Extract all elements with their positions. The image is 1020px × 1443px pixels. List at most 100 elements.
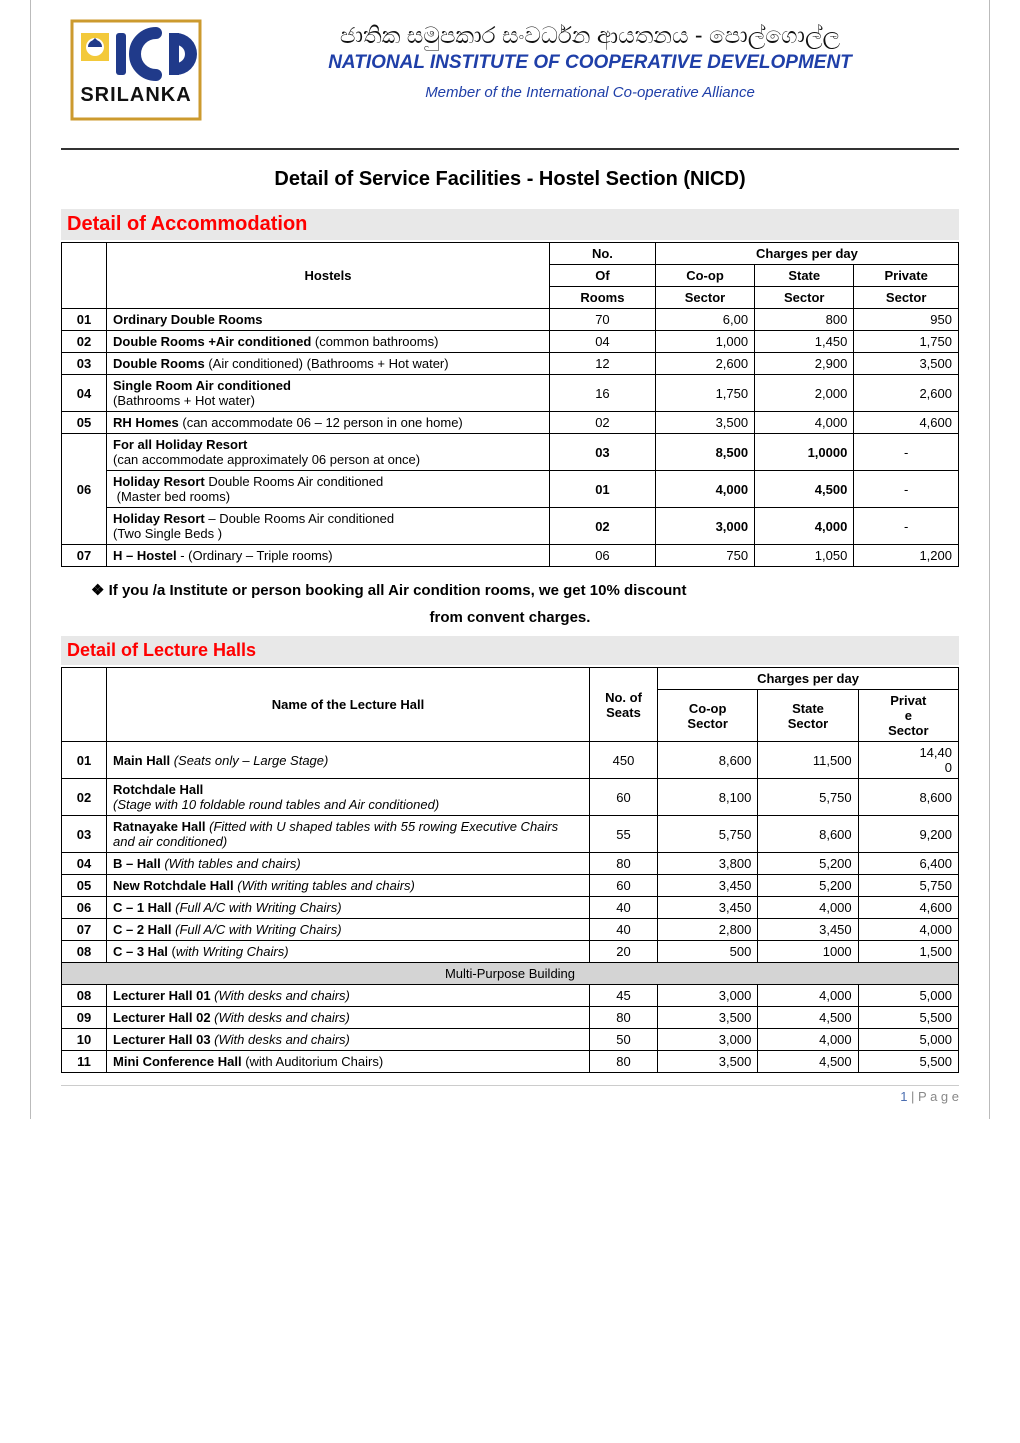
row-coop: 2,800 <box>658 919 758 941</box>
row-desc: Holiday Resort – Double Rooms Air condit… <box>107 508 550 545</box>
header-sinhala: ජාතික සමුපකාර සංවර්ධන ආයතනය - පොල්ගොල්ල <box>221 22 959 49</box>
row-desc: C – 3 Hal (with Writing Chairs) <box>107 941 590 963</box>
row-index: 07 <box>62 545 107 567</box>
row-priv: - <box>854 471 959 508</box>
row-desc: Double Rooms +Air conditioned (common ba… <box>107 331 550 353</box>
row-state: 5,750 <box>758 779 858 816</box>
th-lec-coop-l1: Co-op <box>689 701 727 716</box>
row-coop: 8,100 <box>658 779 758 816</box>
th-state-l1: State <box>755 265 854 287</box>
th-coop-l2: Sector <box>655 287 754 309</box>
th-priv-l1: Private <box>854 265 959 287</box>
th-rooms-l2: Of <box>550 265 656 287</box>
row-state: 800 <box>755 309 854 331</box>
logo: SRILANKA <box>61 20 211 140</box>
row-priv: - <box>854 508 959 545</box>
row-priv: 14,400 <box>858 742 958 779</box>
mpb-separator: Multi-Purpose Building <box>62 963 959 985</box>
row-coop: 3,450 <box>658 897 758 919</box>
table-row: 05RH Homes (can accommodate 06 – 12 pers… <box>62 412 959 434</box>
row-index: 06 <box>62 434 107 545</box>
table-row: 07H – Hostel - (Ordinary – Triple rooms)… <box>62 545 959 567</box>
row-priv: 1,500 <box>858 941 958 963</box>
row-coop: 8,600 <box>658 742 758 779</box>
svg-text:SRILANKA: SRILANKA <box>80 84 191 106</box>
row-priv: 4,600 <box>858 897 958 919</box>
row-seats: 40 <box>590 897 658 919</box>
lecture-table: Name of the Lecture Hall No. of Seats Ch… <box>61 667 959 1073</box>
discount-note-line2: from convent charges. <box>61 609 959 626</box>
row-coop: 500 <box>658 941 758 963</box>
row-desc: Rotchdale Hall(Stage with 10 foldable ro… <box>107 779 590 816</box>
row-rooms: 06 <box>550 545 656 567</box>
mpb-label: Multi-Purpose Building <box>62 963 959 985</box>
table-row: 03Double Rooms (Air conditioned) (Bathro… <box>62 353 959 375</box>
row-priv: - <box>854 434 959 471</box>
row-priv: 5,000 <box>858 985 958 1007</box>
th-coop-l1: Co-op <box>655 265 754 287</box>
row-seats: 60 <box>590 779 658 816</box>
row-state: 2,900 <box>755 353 854 375</box>
row-seats: 50 <box>590 1029 658 1051</box>
row-desc: RH Homes (can accommodate 06 – 12 person… <box>107 412 550 434</box>
discount-note-line1: ❖ If you /a Institute or person booking … <box>91 581 959 599</box>
row-coop: 3,000 <box>658 985 758 1007</box>
header-english-title: NATIONAL INSTITUTE OF COOPERATIVE DEVELO… <box>221 52 959 74</box>
section-lecture-title: Detail of Lecture Halls <box>61 636 959 665</box>
row-index: 08 <box>62 941 107 963</box>
row-rooms: 01 <box>550 471 656 508</box>
row-desc: Mini Conference Hall (with Auditorium Ch… <box>107 1051 590 1073</box>
row-desc: Lecturer Hall 01 (With desks and chairs) <box>107 985 590 1007</box>
row-coop: 5,750 <box>658 816 758 853</box>
row-desc: C – 1 Hall (Full A/C with Writing Chairs… <box>107 897 590 919</box>
row-priv: 5,000 <box>858 1029 958 1051</box>
row-state: 11,500 <box>758 742 858 779</box>
row-state: 2,000 <box>755 375 854 412</box>
row-rooms: 16 <box>550 375 656 412</box>
row-index: 04 <box>62 375 107 412</box>
row-priv: 4,600 <box>854 412 959 434</box>
logo-svg: SRILANKA <box>66 15 206 145</box>
th-rooms-l1: No. <box>550 243 656 265</box>
th-lec-priv-l1: Privat <box>890 693 926 708</box>
th-priv-l2: Sector <box>854 287 959 309</box>
th-charges: Charges per day <box>655 243 958 265</box>
row-desc: Main Hall (Seats only – Large Stage) <box>107 742 590 779</box>
row-index: 10 <box>62 1029 107 1051</box>
th-hostels: Hostels <box>107 243 550 309</box>
th-lec-priv-l3: Sector <box>888 723 928 738</box>
row-priv: 4,000 <box>858 919 958 941</box>
table-row: 01Ordinary Double Rooms706,00800950 <box>62 309 959 331</box>
row-state: 4,500 <box>758 1051 858 1073</box>
row-rooms: 03 <box>550 434 656 471</box>
table-row: 11Mini Conference Hall (with Auditorium … <box>62 1051 959 1073</box>
row-coop: 4,000 <box>655 471 754 508</box>
row-state: 5,200 <box>758 875 858 897</box>
table-row: Holiday Resort Double Rooms Air conditio… <box>62 471 959 508</box>
table-row: 08C – 3 Hal (with Writing Chairs)2050010… <box>62 941 959 963</box>
row-index: 02 <box>62 331 107 353</box>
row-state: 1,450 <box>755 331 854 353</box>
row-priv: 950 <box>854 309 959 331</box>
row-seats: 80 <box>590 853 658 875</box>
row-desc: H – Hostel - (Ordinary – Triple rooms) <box>107 545 550 567</box>
row-coop: 6,00 <box>655 309 754 331</box>
row-priv: 2,600 <box>854 375 959 412</box>
header-member: Member of the International Co-operative… <box>221 84 959 101</box>
row-coop: 1,750 <box>655 375 754 412</box>
row-desc: B – Hall (With tables and chairs) <box>107 853 590 875</box>
row-priv: 1,200 <box>854 545 959 567</box>
document-header: SRILANKA ජාතික සමුපකාර සංවර්ධන ආයතනය - ප… <box>61 20 959 150</box>
row-index: 05 <box>62 412 107 434</box>
row-index: 03 <box>62 353 107 375</box>
row-index: 02 <box>62 779 107 816</box>
row-seats: 80 <box>590 1051 658 1073</box>
row-priv: 1,750 <box>854 331 959 353</box>
row-priv: 6,400 <box>858 853 958 875</box>
row-state: 8,600 <box>758 816 858 853</box>
table-row: 04B – Hall (With tables and chairs)803,8… <box>62 853 959 875</box>
row-desc: Lecturer Hall 02 (With desks and chairs) <box>107 1007 590 1029</box>
row-coop: 3,000 <box>658 1029 758 1051</box>
row-coop: 3,000 <box>655 508 754 545</box>
row-rooms: 02 <box>550 412 656 434</box>
